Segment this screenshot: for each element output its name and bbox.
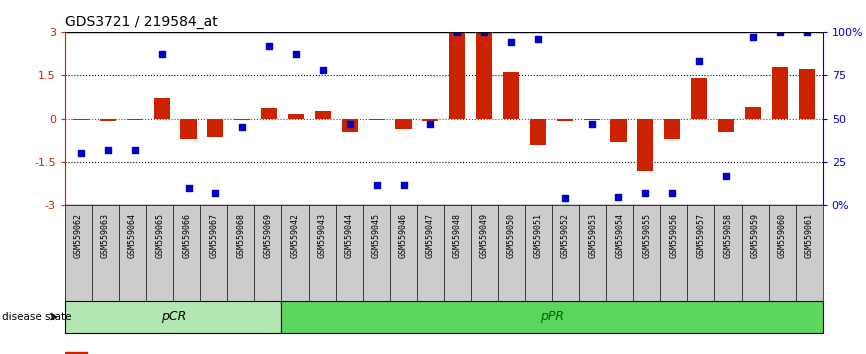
Point [692,58,706,64]
Text: disease state: disease state [2,312,71,322]
Point [74,150,88,156]
Bar [476,32,492,119]
Text: GSM559066: GSM559066 [182,213,191,258]
Bar [637,119,654,171]
Text: GSM559069: GSM559069 [263,213,273,258]
Text: GSM559052: GSM559052 [561,213,570,258]
Bar [180,119,197,139]
Text: GSM559056: GSM559056 [669,213,678,258]
Bar [503,72,519,119]
Point [450,29,464,35]
Point [262,43,276,48]
Text: GSM559054: GSM559054 [615,213,624,258]
Text: GSM559049: GSM559049 [480,213,489,258]
Bar [65,352,87,354]
Point [370,182,384,187]
Text: GSM559068: GSM559068 [236,213,245,258]
Point [101,147,115,153]
Bar [73,119,89,120]
Text: pPR: pPR [540,310,564,323]
Text: GSM559042: GSM559042 [290,213,300,258]
Text: GSM559065: GSM559065 [155,213,165,258]
Text: GSM559063: GSM559063 [101,213,110,258]
Point [504,39,518,45]
Bar [611,119,626,142]
Point [155,52,169,57]
Point [665,190,679,196]
Text: GSM559043: GSM559043 [318,213,326,258]
Point [799,29,813,35]
Bar [153,98,170,119]
Point [585,121,598,127]
Bar [396,119,411,129]
Text: GSM559062: GSM559062 [74,213,83,258]
Point [423,121,437,127]
Text: GSM559067: GSM559067 [210,213,218,258]
Bar [745,107,761,119]
Bar [369,119,385,120]
Text: pCR: pCR [160,310,186,323]
Text: GSM559046: GSM559046 [398,213,408,258]
Point [236,125,249,130]
Bar [288,114,304,119]
Point [746,34,759,40]
Bar [772,67,788,119]
Text: GDS3721 / 219584_at: GDS3721 / 219584_at [65,16,217,29]
Point [638,190,652,196]
Bar [664,119,681,139]
Bar [718,119,734,132]
Point [289,52,303,57]
Point [343,121,357,127]
Bar [449,32,465,119]
Point [316,67,330,73]
Bar [557,119,572,121]
Text: GSM559061: GSM559061 [805,213,814,258]
Bar [584,119,599,120]
Point [558,195,572,201]
Point [397,182,410,187]
Text: GSM559044: GSM559044 [345,213,353,258]
Text: GSM559064: GSM559064 [128,213,137,258]
Point [772,29,786,35]
Bar [234,119,250,120]
Point [477,29,491,35]
Bar [207,119,223,137]
Text: GSM559057: GSM559057 [696,213,706,258]
Text: GSM559058: GSM559058 [723,213,733,258]
Bar [798,69,815,119]
Text: GSM559050: GSM559050 [507,213,516,258]
Text: GSM559048: GSM559048 [453,213,462,258]
Bar [342,119,358,132]
Text: GSM559047: GSM559047 [426,213,435,258]
Text: GSM559051: GSM559051 [534,213,543,258]
Text: GSM559060: GSM559060 [778,213,786,258]
Point [611,194,625,200]
Point [128,147,142,153]
Point [531,36,545,42]
Point [209,190,223,196]
Point [182,185,196,191]
Text: GSM559053: GSM559053 [588,213,598,258]
Bar [423,119,438,121]
Bar [530,119,546,144]
Text: GSM559059: GSM559059 [751,213,759,258]
Bar [315,112,331,119]
Bar [100,119,116,121]
Text: GSM559055: GSM559055 [643,213,651,258]
Point [719,173,733,179]
Bar [126,119,143,120]
Text: GSM559045: GSM559045 [372,213,381,258]
Bar [691,78,708,119]
Bar [262,108,277,119]
